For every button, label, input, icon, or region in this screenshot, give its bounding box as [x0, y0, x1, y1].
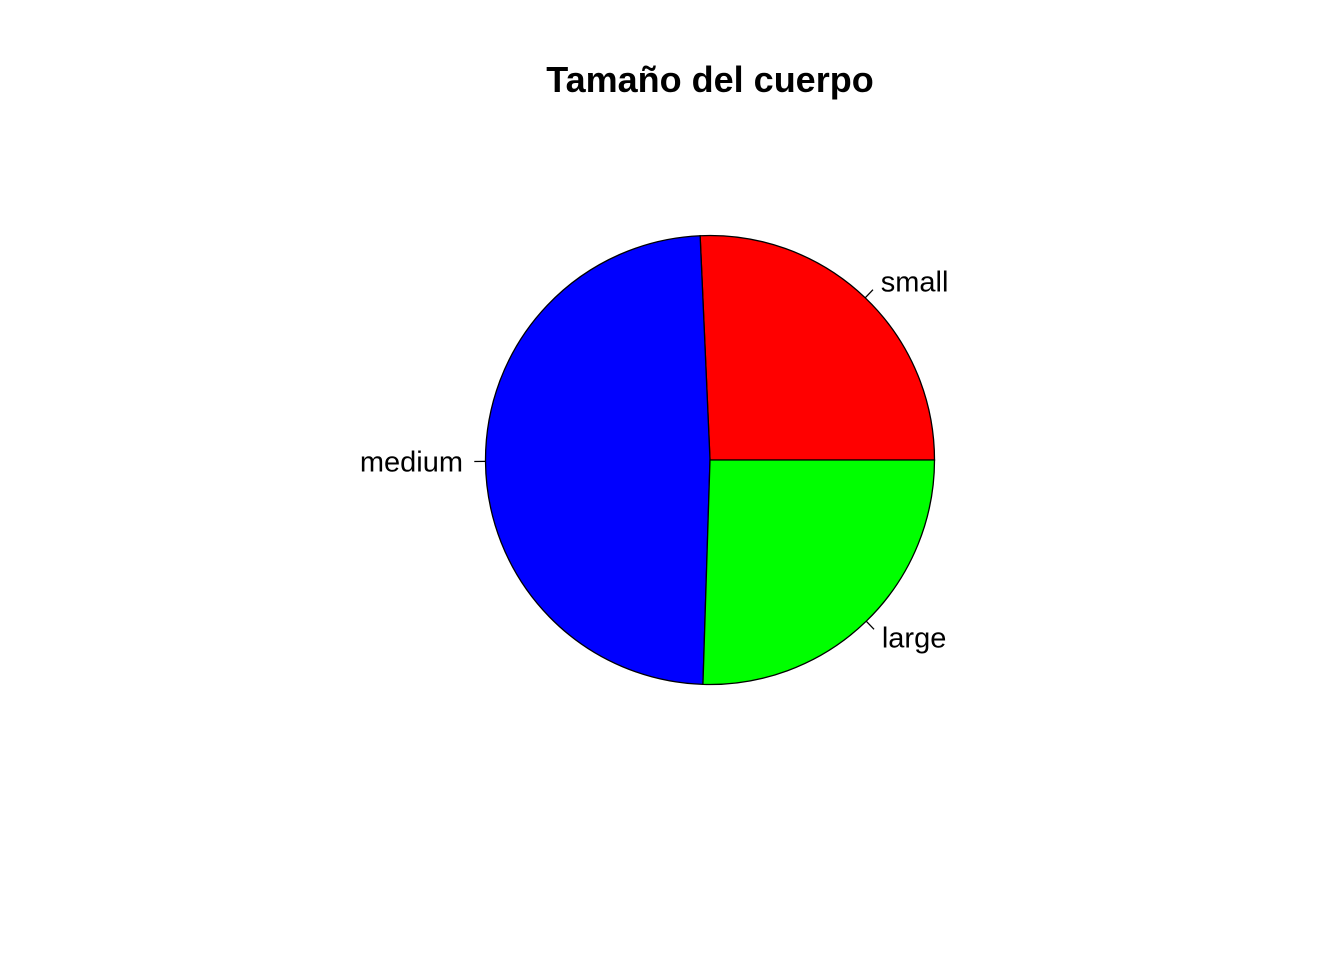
chart-title: Tamaño del cuerpo	[546, 59, 873, 100]
pie-slice-medium	[484, 235, 711, 686]
slice-label-small: small	[881, 267, 949, 299]
slice-label-large: large	[882, 622, 947, 654]
pie-slice-large	[702, 459, 936, 686]
label-tick-small	[864, 289, 874, 299]
label-tick-large	[865, 620, 875, 630]
slice-label-medium: medium	[360, 447, 463, 479]
